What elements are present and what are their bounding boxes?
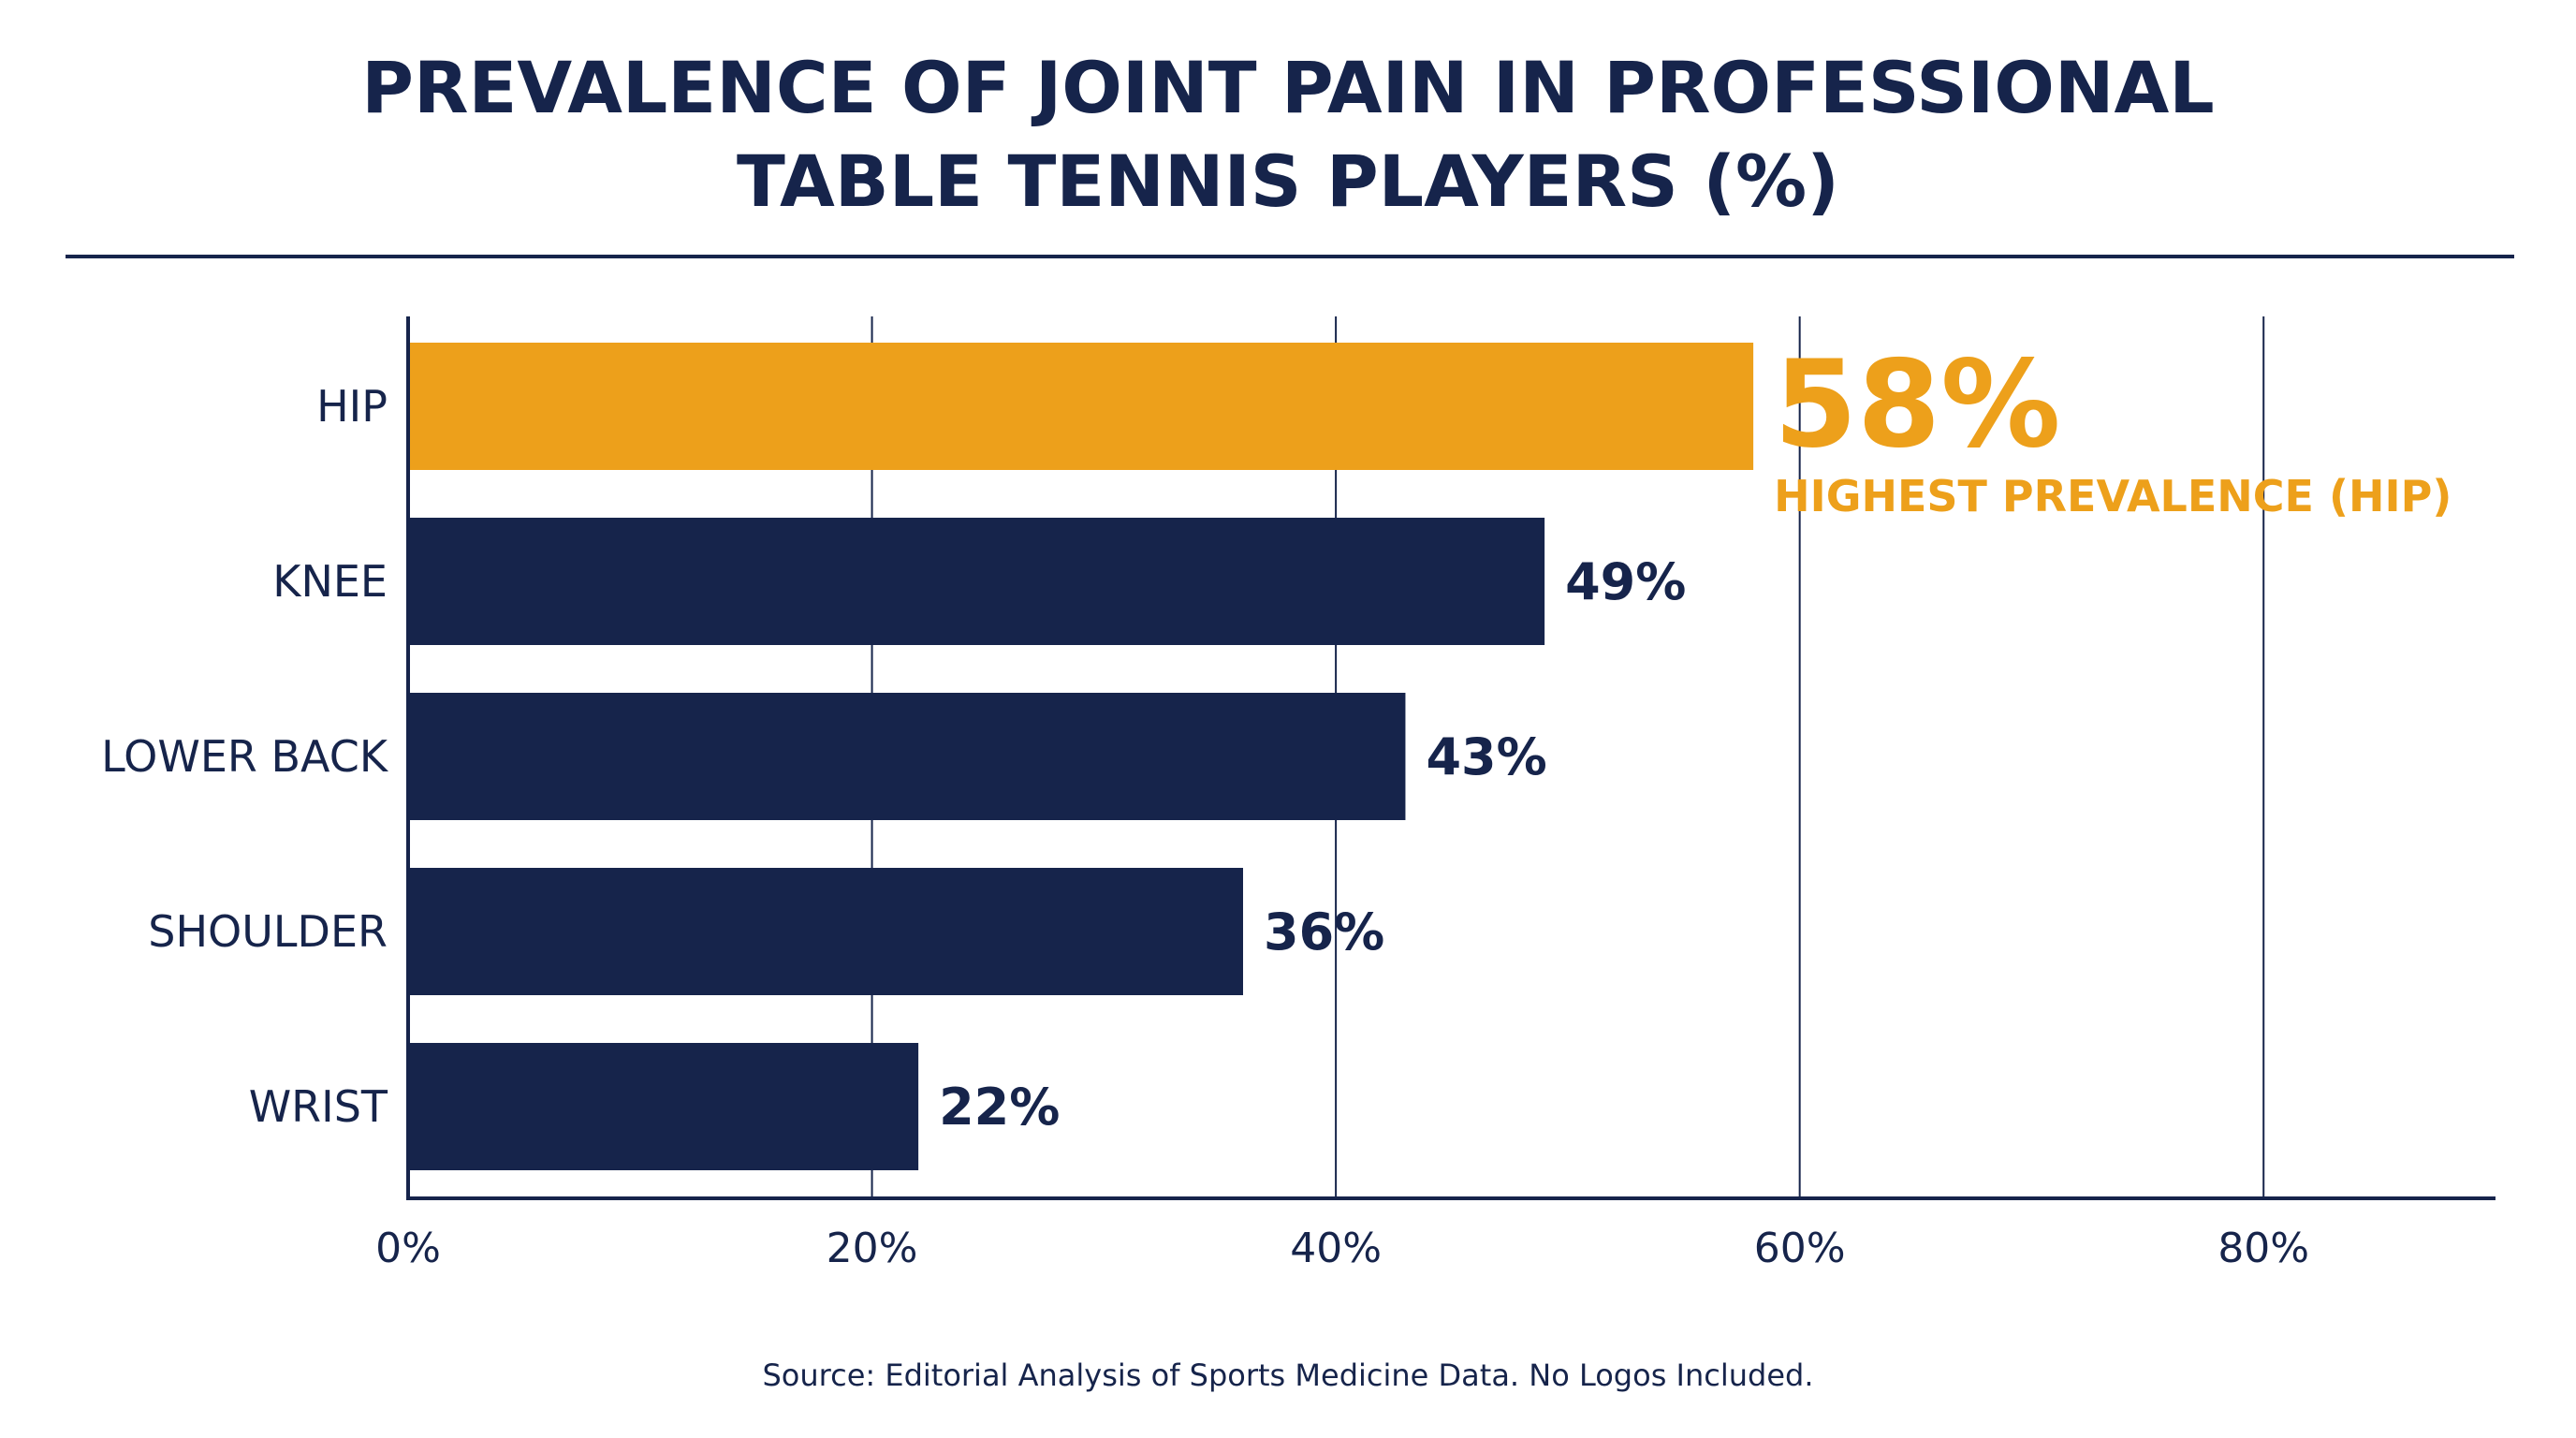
x-tick-label: 80% (2217, 1225, 2309, 1272)
source-note: Source: Editorial Analysis of Sports Med… (762, 1357, 1813, 1393)
x-tick-label: 20% (827, 1225, 918, 1272)
category-label: KNEE (272, 556, 388, 607)
x-tick-label: 0% (375, 1225, 441, 1272)
chart-title-line-2: TABLE TENNIS PLAYERS (%) (737, 139, 1839, 223)
bar (408, 518, 1545, 645)
value-label: 22% (939, 1078, 1060, 1137)
category-label: SHOULDER (148, 906, 388, 957)
bar (408, 1043, 919, 1170)
x-tick-label: 60% (1754, 1225, 1846, 1272)
value-label: 49% (1565, 552, 1686, 611)
chart-title-line-1: PREVALENCE OF JOINT PAIN IN PROFESSIONAL (361, 46, 2214, 129)
bar-highlight (408, 343, 1754, 470)
value-label: 36% (1264, 902, 1384, 961)
category-label: HIP (316, 381, 388, 432)
x-tick-label: 40% (1290, 1225, 1382, 1272)
bar (408, 693, 1406, 820)
value-label: 43% (1426, 727, 1546, 786)
category-label: WRIST (249, 1081, 388, 1132)
category-label: LOWER BACK (101, 731, 389, 782)
bar (408, 868, 1243, 995)
highlight-annotation: HIGHEST PREVALENCE (HIP) (1774, 471, 2452, 521)
highlight-value-label: 58% (1774, 335, 2060, 475)
